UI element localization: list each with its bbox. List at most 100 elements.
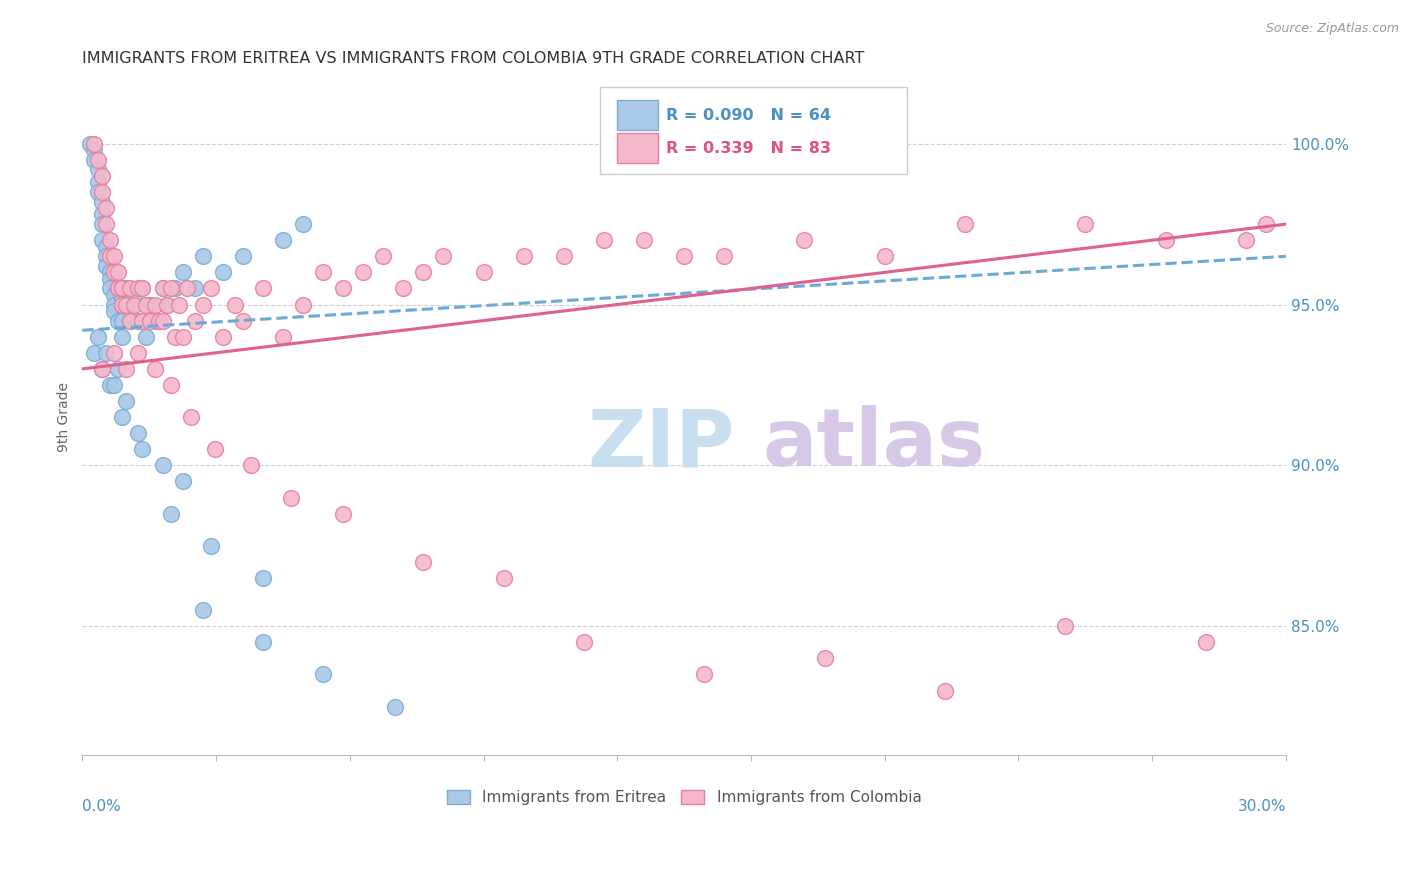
Point: [412, 555, 434, 569]
Point: [131, 281, 153, 295]
Point: [159, 378, 181, 392]
Point: [155, 297, 177, 311]
Point: [200, 281, 222, 295]
Point: [91, 185, 114, 199]
Point: [115, 362, 138, 376]
Point: [91, 194, 114, 209]
Point: [211, 265, 233, 279]
Point: [96, 249, 118, 263]
Point: [124, 288, 146, 302]
Point: [172, 329, 194, 343]
Text: Source: ZipAtlas.com: Source: ZipAtlas.com: [1265, 22, 1399, 36]
Point: [159, 281, 181, 295]
Point: [1254, 217, 1277, 231]
Point: [163, 329, 186, 343]
Point: [183, 313, 205, 327]
Point: [131, 442, 153, 457]
Point: [91, 169, 114, 183]
Point: [713, 249, 735, 263]
Point: [271, 233, 294, 247]
Point: [111, 313, 134, 327]
Point: [100, 265, 122, 279]
Point: [83, 153, 105, 167]
Point: [152, 458, 174, 473]
Point: [693, 667, 716, 681]
Point: [384, 699, 406, 714]
Point: [280, 491, 302, 505]
Point: [83, 346, 105, 360]
Point: [252, 281, 274, 295]
Text: 30.0%: 30.0%: [1237, 799, 1286, 814]
Point: [135, 297, 157, 311]
Point: [148, 313, 170, 327]
Point: [312, 667, 335, 681]
Point: [115, 394, 138, 409]
Point: [1154, 233, 1177, 247]
Point: [412, 265, 434, 279]
Point: [252, 635, 274, 649]
Point: [139, 297, 162, 311]
Point: [813, 651, 835, 665]
Point: [107, 281, 129, 295]
Point: [152, 281, 174, 295]
Point: [512, 249, 534, 263]
Point: [103, 265, 125, 279]
Point: [111, 297, 134, 311]
Point: [83, 143, 105, 157]
Point: [224, 297, 246, 311]
Point: [115, 297, 138, 311]
Point: [96, 217, 118, 231]
Point: [127, 346, 149, 360]
Point: [793, 233, 815, 247]
Point: [103, 297, 125, 311]
Point: [103, 288, 125, 302]
Text: R = 0.090   N = 64: R = 0.090 N = 64: [666, 108, 831, 123]
Point: [103, 346, 125, 360]
Point: [191, 603, 214, 617]
Point: [103, 304, 125, 318]
Point: [100, 272, 122, 286]
Point: [100, 249, 122, 263]
Point: [100, 281, 122, 295]
Point: [183, 281, 205, 295]
Point: [373, 249, 395, 263]
Point: [115, 281, 138, 295]
Point: [1195, 635, 1218, 649]
Point: [172, 475, 194, 489]
Point: [271, 329, 294, 343]
Point: [83, 136, 105, 151]
Point: [111, 329, 134, 343]
Point: [232, 249, 254, 263]
Point: [120, 313, 142, 327]
FancyBboxPatch shape: [617, 134, 658, 163]
Point: [572, 635, 595, 649]
Point: [152, 313, 174, 327]
Point: [673, 249, 696, 263]
Point: [204, 442, 226, 457]
Legend: Immigrants from Eritrea, Immigrants from Colombia: Immigrants from Eritrea, Immigrants from…: [440, 784, 928, 812]
Point: [100, 378, 122, 392]
Point: [332, 507, 354, 521]
Point: [131, 313, 153, 327]
Point: [135, 329, 157, 343]
Point: [172, 265, 194, 279]
Point: [96, 346, 118, 360]
Point: [91, 217, 114, 231]
Point: [143, 313, 166, 327]
Point: [96, 239, 118, 253]
Point: [87, 329, 110, 343]
Point: [87, 185, 110, 199]
Text: IMMIGRANTS FROM ERITREA VS IMMIGRANTS FROM COLOMBIA 9TH GRADE CORRELATION CHART: IMMIGRANTS FROM ERITREA VS IMMIGRANTS FR…: [83, 51, 865, 66]
Point: [124, 297, 146, 311]
Point: [96, 259, 118, 273]
Point: [127, 281, 149, 295]
Point: [91, 207, 114, 221]
Point: [1234, 233, 1257, 247]
Point: [191, 297, 214, 311]
Point: [155, 297, 177, 311]
Point: [111, 281, 134, 295]
Point: [232, 313, 254, 327]
Point: [96, 201, 118, 215]
Point: [163, 281, 186, 295]
Point: [103, 249, 125, 263]
